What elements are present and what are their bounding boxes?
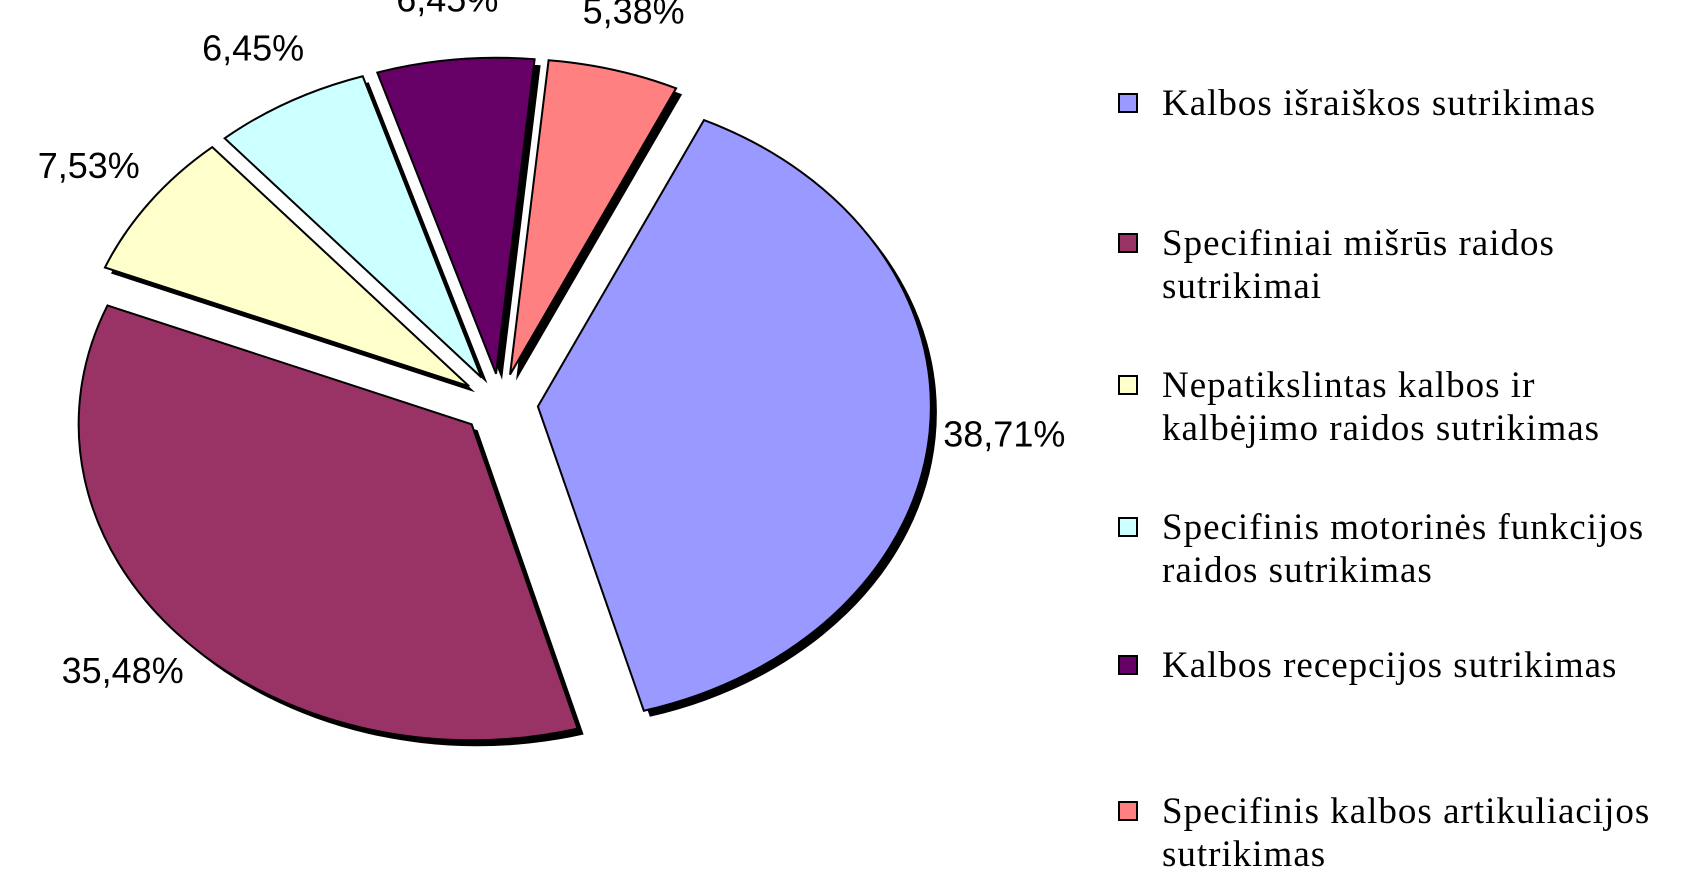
data-label: 6,45%	[396, 0, 498, 19]
slice	[509, 59, 678, 376]
legend-label: Specifinis motorinės funkcijos raidos su…	[1162, 507, 1645, 591]
data-label: 35,48%	[62, 650, 184, 691]
data-label: 6,45%	[202, 27, 304, 68]
legend-item: Kalbos recepcijos sutrikimas	[1118, 644, 1678, 687]
legend-label: Nepatikslintas kalbos ir kalbėjimo raido…	[1162, 365, 1601, 449]
slice	[77, 304, 579, 742]
slice	[223, 75, 483, 379]
slice	[375, 56, 536, 375]
legend-label: Specifiniai mišrūs raidos sutrikimai	[1162, 223, 1555, 307]
data-label: 38,71%	[943, 413, 1065, 454]
legend-swatch	[1118, 375, 1138, 395]
legend-swatch	[1118, 517, 1138, 537]
legend-swatch	[1118, 801, 1138, 821]
slice	[103, 145, 470, 388]
legend-label: Kalbos išraiškos sutrikimas	[1162, 83, 1596, 124]
legend-item: Nepatikslintas kalbos ir kalbėjimo raido…	[1118, 364, 1678, 450]
legend-swatch	[1118, 655, 1138, 675]
slice	[536, 118, 932, 712]
data-label: 7,53%	[38, 145, 140, 186]
legend-item: Specifiniai mišrūs raidos sutrikimai	[1118, 222, 1678, 308]
legend-label: Specifinis kalbos artikuliacijos sutriki…	[1162, 791, 1651, 875]
legend-item: Specifinis kalbos artikuliacijos sutriki…	[1118, 790, 1678, 875]
legend-item: Specifinis motorinės funkcijos raidos su…	[1118, 506, 1678, 592]
data-label: 5,38%	[583, 0, 685, 31]
legend-item: Kalbos išraiškos sutrikimas	[1118, 82, 1678, 125]
legend-label: Kalbos recepcijos sutrikimas	[1162, 645, 1618, 686]
legend-swatch	[1118, 93, 1138, 113]
legend-swatch	[1118, 233, 1138, 253]
